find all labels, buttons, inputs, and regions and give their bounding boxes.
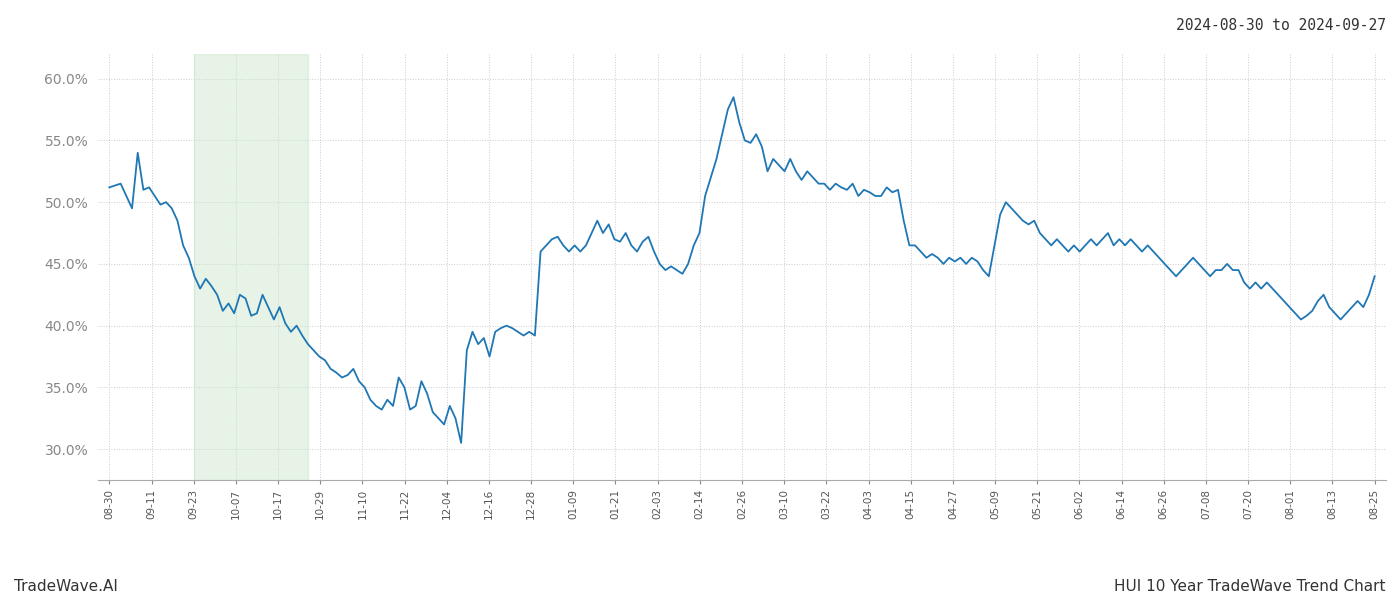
Text: HUI 10 Year TradeWave Trend Chart: HUI 10 Year TradeWave Trend Chart [1114, 579, 1386, 594]
Text: TradeWave.AI: TradeWave.AI [14, 579, 118, 594]
Bar [195, 54, 308, 480]
Text: 2024-08-30 to 2024-09-27: 2024-08-30 to 2024-09-27 [1176, 18, 1386, 33]
